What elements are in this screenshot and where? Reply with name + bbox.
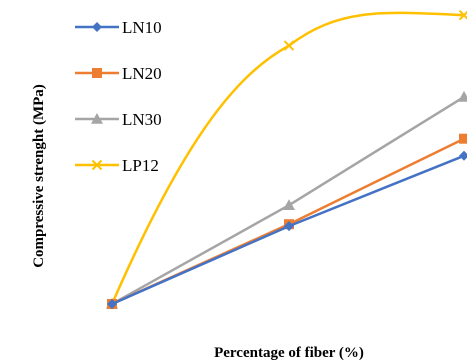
y-axis-label: Compressive strenght (MPa) bbox=[31, 84, 47, 268]
legend-label: LN20 bbox=[122, 64, 162, 83]
data-point-ln20-2 bbox=[459, 133, 467, 144]
legend-item-ln10: LN10 bbox=[75, 18, 162, 37]
legend-label: LP12 bbox=[122, 156, 159, 175]
data-point-ln10-2 bbox=[459, 150, 467, 161]
series-line-lp12 bbox=[110, 11, 466, 306]
series-line-ln30 bbox=[110, 95, 466, 306]
legend-swatch-marker bbox=[92, 22, 102, 32]
data-point-ln30-2 bbox=[458, 90, 467, 102]
legend-item-lp12: LP12 bbox=[75, 156, 159, 175]
data-point-lp12-1 bbox=[283, 40, 295, 51]
legend-swatch-marker bbox=[92, 68, 102, 78]
data-point-ln30-1 bbox=[283, 199, 295, 210]
legend-item-ln30: LN30 bbox=[75, 110, 162, 129]
legend-swatch-marker bbox=[91, 159, 103, 171]
legend: LN10 LN20 LN30 LP12 bbox=[75, 18, 162, 175]
series-layer bbox=[106, 9, 467, 310]
data-point-ln10-0 bbox=[107, 299, 117, 309]
legend-item-ln20: LN20 bbox=[75, 64, 162, 83]
data-point-lp12-2 bbox=[458, 9, 467, 21]
legend-label: LN10 bbox=[122, 18, 162, 37]
data-point-ln10-1 bbox=[284, 221, 294, 232]
legend-label: LN30 bbox=[122, 110, 162, 129]
legend-swatch-marker bbox=[91, 113, 103, 124]
x-axis-label: Percentage of fiber (%) bbox=[214, 345, 364, 361]
